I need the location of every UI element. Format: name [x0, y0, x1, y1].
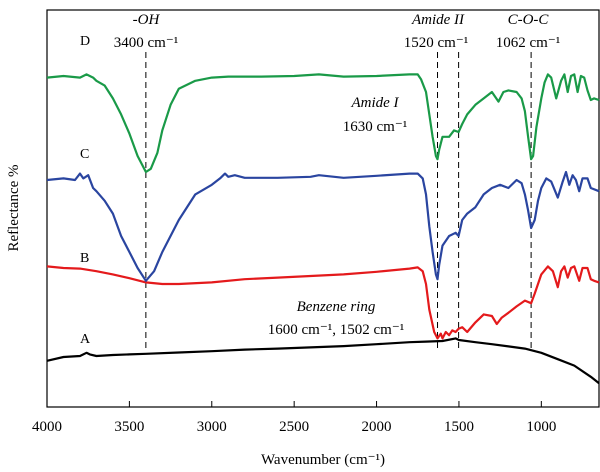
annotation-coc-value: 1062 cm⁻¹	[496, 35, 561, 51]
x-axis-ticks: 4000 3500 3000 2500 2000 1500 1000	[32, 401, 556, 435]
plot-frame	[46, 9, 600, 408]
x-tick-label: 1000	[526, 419, 556, 435]
spectra	[46, 73, 600, 385]
x-tick-label: 1500	[444, 419, 474, 435]
x-axis-label: Wavenumber (cm⁻¹)	[261, 452, 385, 468]
annotation-amide2-value: 1520 cm⁻¹	[404, 35, 469, 51]
x-tick-label: 3000	[197, 419, 227, 435]
annotation-benzene-title: Benzene ring	[297, 299, 376, 315]
curve-label-b: B	[80, 251, 89, 266]
spectrum-line-b	[46, 265, 600, 340]
x-tick-label: 4000	[32, 419, 62, 435]
annotation-coc-title: C-O-C	[508, 12, 550, 28]
curve-label-c: C	[80, 147, 89, 162]
spectrum-line-d	[46, 73, 600, 174]
y-axis-label: Reflectance %	[6, 164, 22, 251]
annotation-amide2-title: Amide II	[411, 12, 465, 28]
annotation-amide1-value: 1630 cm⁻¹	[343, 119, 408, 135]
x-tick-label: 3500	[114, 419, 144, 435]
annotation-benzene-value: 1600 cm⁻¹, 1502 cm⁻¹	[268, 322, 404, 338]
curve-label-d: D	[80, 34, 90, 49]
spectrum-line-a	[46, 337, 600, 385]
annotation-oh-title: -OH	[133, 12, 161, 28]
x-tick-label: 2000	[362, 419, 392, 435]
spectrum-line-c	[46, 170, 600, 282]
curve-label-a: A	[80, 332, 91, 347]
annotation-oh-value: 3400 cm⁻¹	[114, 35, 179, 51]
x-tick-label: 2500	[279, 419, 309, 435]
annotation-amide1-title: Amide I	[350, 95, 399, 111]
